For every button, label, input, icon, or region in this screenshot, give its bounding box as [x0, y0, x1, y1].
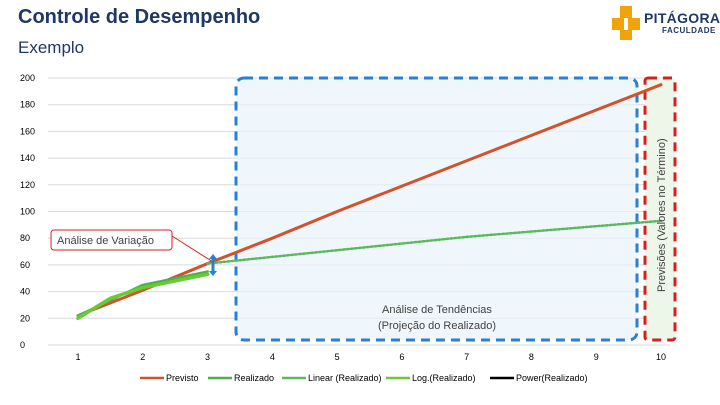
y-tick-label: 20	[20, 313, 30, 323]
series-line-0	[76, 83, 663, 318]
x-tick-label: 3	[205, 352, 210, 362]
logo-square-right	[628, 18, 640, 30]
y-tick-label: 160	[20, 126, 35, 136]
series-point-3	[206, 273, 209, 276]
series-point-0	[659, 83, 663, 86]
series-point-3	[109, 297, 112, 300]
series-point-3	[173, 279, 177, 283]
logo-square-bottom	[620, 30, 632, 40]
x-tick-label: 6	[399, 352, 404, 362]
x-tick-label: 7	[464, 352, 469, 362]
series-point-0	[465, 159, 468, 162]
x-tick-label: 5	[335, 352, 340, 362]
series-point-3	[141, 286, 144, 289]
variance-arrow-up	[209, 254, 217, 259]
y-tick-labels: 0 20 40 60 80 100 120 140 160 180 200	[20, 73, 35, 350]
series-point-2	[271, 255, 274, 259]
x-tick-label: 4	[270, 352, 275, 362]
y-tick-label: 80	[20, 233, 30, 243]
series-line-2	[206, 219, 663, 265]
series-point-1	[206, 270, 209, 273]
y-tick-label: 140	[20, 153, 35, 163]
legend-label-1: Realizado	[234, 373, 274, 383]
trend-label-line1: Análise de Tendências	[382, 304, 492, 316]
variance-arrow-down	[209, 271, 217, 276]
y-tick-label: 200	[20, 73, 35, 83]
series-point-2	[400, 242, 404, 245]
trend-label-line2: (Projeção do Realizado)	[378, 320, 496, 332]
y-tick-label: 120	[20, 180, 35, 190]
series-point-2	[206, 262, 209, 265]
series-layer	[76, 83, 663, 321]
y-tick-label: 100	[20, 207, 35, 217]
trend-region-box	[234, 76, 639, 342]
series-point-2	[595, 224, 598, 228]
series-point-2	[465, 235, 468, 239]
x-tick-label: 2	[140, 352, 145, 362]
forecast-region-box	[643, 76, 677, 342]
series-point-0	[141, 289, 144, 292]
slide-title: Controle de Desempenho	[18, 6, 261, 28]
legend: Previsto Realizado Linear (Realizado) Log.(…	[140, 373, 588, 383]
legend-label-3: Log.(Realizado)	[412, 373, 476, 383]
variance-pointer	[171, 235, 214, 263]
variance-label-box	[50, 229, 173, 251]
x-tick-label: 9	[594, 352, 599, 362]
logo-subtitle: FACULDADE	[662, 26, 716, 35]
y-tick-label: 40	[20, 287, 30, 297]
series-point-0	[595, 108, 598, 112]
x-tick-labels: 1 2 3 4 5 6 7 8 9 10	[75, 352, 666, 362]
brand-logo: PITÁGORAS FACULDADE	[612, 6, 720, 40]
x-tick-label: 1	[75, 352, 80, 362]
logo-square-top	[620, 6, 632, 18]
series-point-0	[530, 134, 533, 137]
y-tick-label: 60	[20, 260, 30, 270]
series-point-3	[76, 317, 80, 320]
variance-label: Análise de Variação	[57, 235, 154, 247]
series-line-3	[76, 272, 210, 321]
series-point-2	[659, 219, 663, 223]
series-point-0	[400, 184, 404, 188]
series-point-0	[335, 210, 339, 213]
legend-label-2: Linear (Realizado)	[308, 373, 382, 383]
x-tick-label: 8	[529, 352, 534, 362]
series-point-1	[141, 283, 144, 287]
legend-label-4: Power(Realizado)	[516, 373, 588, 383]
y-tick-label: 0	[20, 340, 25, 350]
x-tick-label: 10	[656, 352, 666, 362]
forecast-label: Previsões (Valores no Término)	[656, 138, 668, 292]
series-point-2	[530, 230, 533, 233]
logo-square-left	[612, 18, 624, 30]
logo-name: PITÁGORAS	[644, 10, 720, 26]
legend-label-0: Previsto	[166, 373, 199, 383]
slide-subtitle: Exemplo	[18, 38, 85, 57]
y-tick-label: 180	[20, 100, 35, 110]
series-point-0	[271, 237, 274, 240]
series-point-2	[335, 249, 339, 252]
